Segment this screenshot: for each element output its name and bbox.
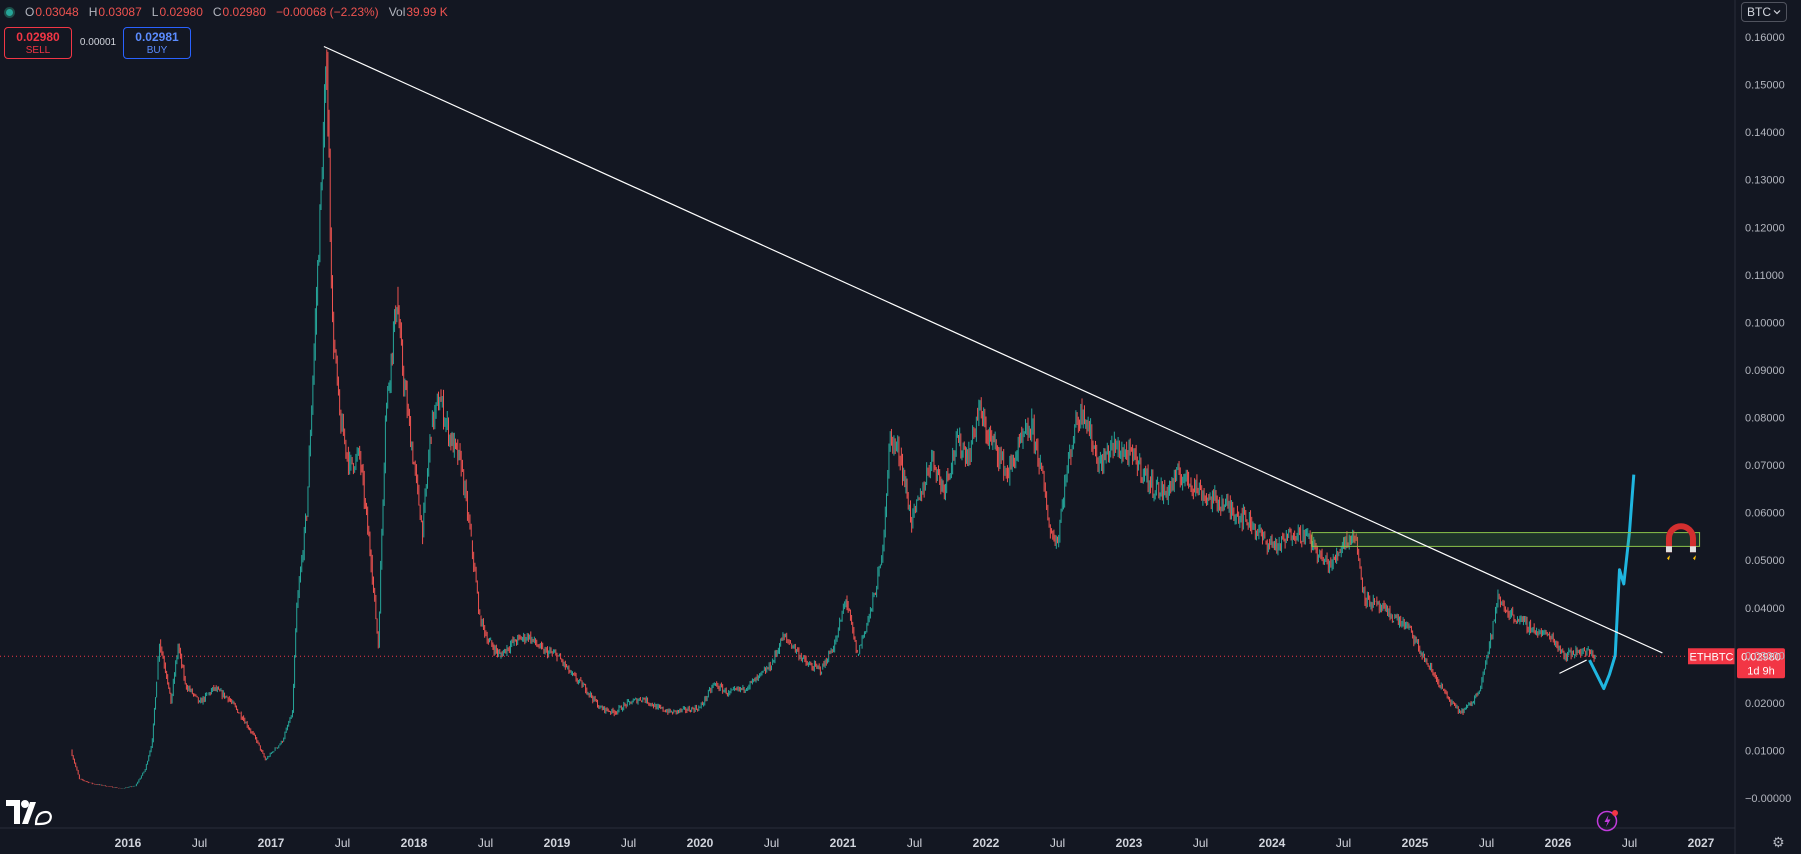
sell-label: SELL	[25, 45, 51, 56]
x-tick-label: Jul	[764, 836, 779, 850]
x-tick-label: 2026	[1545, 836, 1572, 850]
x-tick-label: Jul	[907, 836, 922, 850]
market-status-icon[interactable]	[4, 6, 15, 18]
magnet-body	[1665, 523, 1696, 553]
magnet-tip	[1689, 546, 1696, 553]
support-trendline[interactable]	[1559, 659, 1587, 674]
x-tick-label: Jul	[478, 836, 493, 850]
settings-gear-icon[interactable]: ⚙	[1772, 834, 1785, 850]
x-tick-label: 2018	[401, 836, 428, 850]
lightning-icon[interactable]	[1596, 808, 1620, 832]
y-tick-label: 0.15000	[1745, 80, 1785, 92]
change-value: −0.00068 (−2.23%)	[275, 5, 379, 19]
y-tick-label: 0.09000	[1745, 365, 1785, 377]
x-tick-label: Jul	[1336, 836, 1351, 850]
volume-value: Vol 39.99 K	[388, 5, 448, 19]
x-tick-label: 2019	[544, 836, 571, 850]
y-tick-label: 0.13000	[1745, 175, 1785, 187]
symbol-tag: ETHBTC	[1690, 651, 1734, 663]
y-tick-label: 0.11000	[1745, 270, 1784, 282]
x-tick-label: 2025	[1402, 836, 1429, 850]
magnet-icon	[1665, 523, 1696, 561]
spark	[1666, 555, 1670, 561]
price-tag: 0.02980	[1741, 651, 1781, 663]
x-tick-label: Jul	[1050, 836, 1065, 850]
x-tick-label: 2017	[258, 836, 285, 850]
buy-button[interactable]: 0.02981 BUY	[123, 27, 191, 59]
y-tick-label: 0.16000	[1745, 32, 1785, 44]
y-tick-label: 0.03000	[1745, 650, 1785, 662]
x-tick-label: Jul	[1193, 836, 1208, 850]
magnet-tip	[1665, 546, 1672, 553]
spread-value: 0.00001	[79, 37, 117, 48]
sell-price: 0.02980	[16, 30, 60, 44]
dropdown-arrow-icon	[1773, 10, 1781, 15]
price-tag-bg	[1737, 648, 1785, 679]
y-tick-label: 0.12000	[1745, 222, 1785, 234]
descending-trendline[interactable]	[323, 45, 1663, 654]
open-value: O 0.03048	[25, 5, 79, 19]
buy-price: 0.02981	[135, 30, 179, 44]
y-tick-label: −0.00000	[1745, 793, 1791, 805]
x-tick-label: 2024	[1259, 836, 1286, 850]
countdown-tag: 1d 9h	[1747, 665, 1775, 677]
high-value: H 0.03087	[88, 5, 142, 19]
compare-symbol-label: BTC	[1747, 5, 1771, 19]
y-tick-label: 0.14000	[1745, 127, 1785, 139]
y-tick-label: 0.02000	[1745, 698, 1785, 710]
y-tick-label: 0.06000	[1745, 508, 1785, 520]
y-tick-label: 0.07000	[1745, 460, 1785, 472]
buy-label: BUY	[146, 45, 168, 56]
x-tick-label: Jul	[621, 836, 636, 850]
projection-path	[1588, 474, 1636, 691]
y-tick-label: 0.08000	[1745, 413, 1785, 425]
compare-symbol-button[interactable]: BTC	[1741, 2, 1787, 22]
tradingview-logo-icon[interactable]	[6, 798, 52, 828]
x-tick-label: Jul	[1622, 836, 1637, 850]
ohlc-legend: O 0.03048 H 0.03087 L 0.02980 C 0.02980 −0.0…	[4, 4, 448, 20]
x-tick-label: 2022	[973, 836, 1000, 850]
spark	[1692, 555, 1696, 561]
x-tick-label: 2020	[687, 836, 714, 850]
x-tick-label: 2021	[830, 836, 857, 850]
y-tick-label: 0.04000	[1745, 603, 1785, 615]
y-tick-label: 0.01000	[1745, 745, 1785, 757]
sell-button[interactable]: 0.02980 SELL	[4, 27, 72, 59]
x-tick-label: 2016	[115, 836, 142, 850]
candles-series	[71, 49, 1596, 789]
low-value: L 0.02980	[151, 5, 203, 19]
resistance-zone[interactable]	[1311, 532, 1701, 547]
x-tick-label: Jul	[335, 836, 350, 850]
symbol-tag-bg	[1688, 648, 1735, 665]
x-tick-label: 2027	[1688, 836, 1715, 850]
x-tick-label: 2023	[1116, 836, 1143, 850]
close-value: C 0.02980	[212, 5, 266, 19]
y-tick-label: 0.05000	[1745, 555, 1785, 567]
y-tick-label: 0.10000	[1745, 317, 1785, 329]
x-tick-label: Jul	[1479, 836, 1494, 850]
x-tick-label: Jul	[192, 836, 207, 850]
